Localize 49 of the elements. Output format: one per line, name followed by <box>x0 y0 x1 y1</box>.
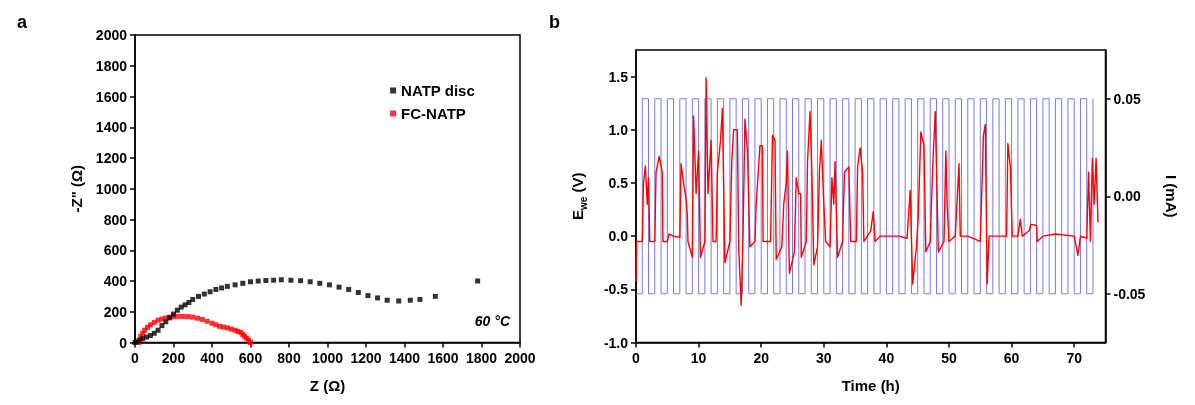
x-tick-label: 600 <box>238 349 263 366</box>
y-axis-title: Ewe (V) <box>568 172 589 221</box>
y-tick-label: 0.5 <box>608 174 629 191</box>
y-tick-label: 1.5 <box>608 68 629 85</box>
y-tick-label: 2000 <box>95 27 128 43</box>
x-tick-label: 1600 <box>427 349 459 366</box>
x-tick-label: 400 <box>200 349 224 366</box>
x-tick-label: 200 <box>161 349 186 366</box>
x-tick-label: 60 <box>1003 349 1020 366</box>
y-tick-label: 1400 <box>95 119 128 136</box>
x-tick-label: 0 <box>632 349 641 366</box>
y-tick-label: 400 <box>103 273 128 289</box>
y-tick-label: 600 <box>103 242 128 259</box>
y-tick-label: 0.0 <box>608 228 629 245</box>
x-tick-label: 1800 <box>465 349 498 366</box>
y2-axis-title: I (mA) <box>1163 175 1180 218</box>
y-tick-label: 1600 <box>95 88 128 105</box>
y-tick-label: 0 <box>119 334 128 351</box>
x-tick-label: 1000 <box>311 349 344 366</box>
x-tick-label: 20 <box>753 349 770 366</box>
y2-tick-label: 0.05 <box>1113 90 1141 107</box>
x-axis-title: Time (h) <box>841 377 900 394</box>
x-tick-label: 40 <box>878 349 895 366</box>
x-tick-label: 800 <box>277 349 301 366</box>
legend-label: FC-NATP <box>401 105 466 122</box>
legend-label: NATP disc <box>401 82 475 99</box>
y2-tick-label: 0.00 <box>1113 188 1141 205</box>
x-tick-label: 50 <box>941 349 957 366</box>
x-tick-label: 70 <box>1066 349 1083 366</box>
y-tick-label: 1000 <box>95 180 128 197</box>
y2-tick-label: -0.05 <box>1113 285 1146 302</box>
y-tick-label: 800 <box>103 211 128 228</box>
x-axis-title: Z (Ω) <box>309 377 346 394</box>
x-tick-label: 30 <box>816 349 832 366</box>
x-tick-label: 10 <box>690 349 707 366</box>
y-tick-label: 200 <box>103 303 128 320</box>
annotation: 60 °C <box>474 313 511 329</box>
x-tick-label: 1200 <box>350 349 382 366</box>
y-tick-label: -1.0 <box>603 334 629 351</box>
x-tick-label: 1400 <box>388 349 421 366</box>
chart-title: b <box>549 12 560 32</box>
y-axis-title: -Z" (Ω) <box>67 165 85 213</box>
x-tick-label: 2000 <box>504 349 536 366</box>
y-tick-label: -0.5 <box>603 281 629 298</box>
chart-title: a <box>17 12 28 32</box>
y-tick-label: 1200 <box>95 150 128 166</box>
x-tick-label: 0 <box>131 349 140 366</box>
y-tick-label: 1.0 <box>608 121 629 138</box>
y-tick-label: 1800 <box>95 57 128 74</box>
